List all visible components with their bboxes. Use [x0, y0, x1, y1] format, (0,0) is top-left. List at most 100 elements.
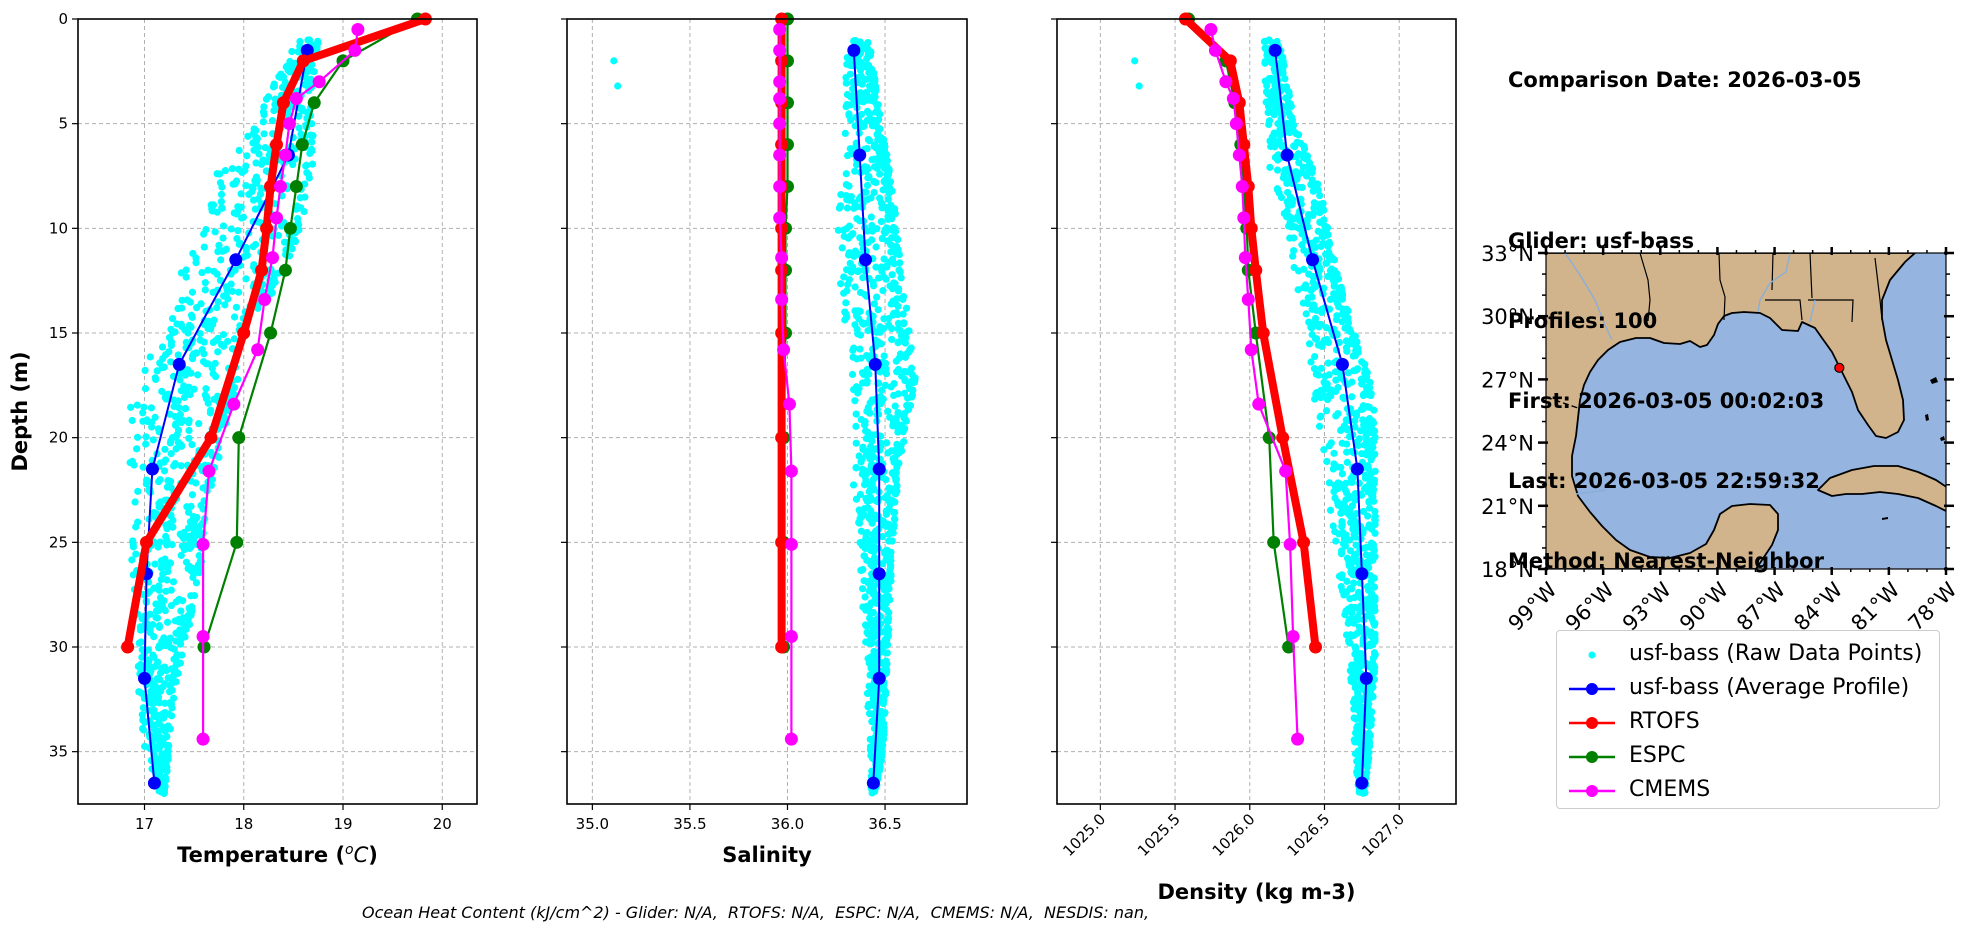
x-tick-label: 17	[135, 815, 154, 833]
raw-data-point	[152, 600, 160, 608]
raw-data-point	[1267, 142, 1275, 151]
raw-data-point	[248, 183, 256, 191]
raw-data-point	[1359, 507, 1368, 516]
y-tick-label: 30	[49, 638, 68, 656]
raw-data-point	[883, 439, 891, 447]
cmems-profile-point	[777, 343, 791, 357]
raw-data-point	[138, 711, 146, 719]
raw-data-point	[1370, 595, 1378, 603]
raw-data-point	[1348, 569, 1356, 578]
raw-data-point	[1307, 358, 1315, 366]
raw-data-point	[269, 83, 278, 91]
temperature-profiles	[121, 12, 432, 790]
raw-data-point	[184, 329, 192, 337]
raw-data-point	[886, 413, 894, 421]
rtofs-profile-point	[775, 221, 789, 235]
rtofs-profile-point	[775, 138, 789, 152]
raw-data-point	[862, 638, 870, 646]
raw-data-point	[896, 268, 904, 276]
raw-data-point	[1325, 442, 1333, 450]
raw-data-point	[133, 433, 142, 441]
raw-data-point	[166, 699, 174, 707]
raw-data-point	[1363, 763, 1371, 771]
raw-data-point	[876, 368, 884, 376]
raw-data-point	[1338, 517, 1346, 526]
raw-data-point	[162, 559, 170, 567]
raw-data-point	[1334, 410, 1342, 418]
raw-data-point	[138, 625, 147, 633]
cmems-profile-point	[282, 117, 296, 131]
raw-data-point	[1322, 407, 1331, 415]
raw-data-point	[201, 391, 209, 399]
raw-data-point	[185, 434, 193, 442]
raw-data-point	[882, 359, 890, 368]
raw-data-point	[213, 270, 221, 278]
raw-data-point	[204, 399, 212, 407]
salinity-profiles	[773, 12, 886, 790]
raw-data-point	[1317, 364, 1325, 372]
raw-data-point	[882, 475, 890, 484]
raw-data-point	[173, 430, 181, 439]
raw-data-point	[1290, 263, 1298, 272]
raw-data-point	[1338, 470, 1346, 478]
raw-data-point	[197, 501, 205, 510]
raw-data-point	[212, 372, 220, 381]
location-map: 99°W 96°W 93°W 90°W 87°W 84°W 81°W 78°W18°N21°N…	[1481, 242, 1962, 636]
raw-data-point	[171, 328, 179, 336]
raw-data-point	[866, 399, 874, 407]
raw-data-point	[884, 584, 892, 593]
raw-data-point	[159, 709, 167, 718]
legend-item-glider: usf-bass (Average Profile)	[1557, 672, 1939, 706]
raw-data-point	[881, 143, 889, 151]
raw-data-point	[306, 131, 315, 139]
rtofs-profile-point	[775, 640, 789, 654]
raw-data-point	[873, 225, 881, 233]
raw-data-point	[1354, 699, 1362, 707]
raw-data-point	[1286, 100, 1294, 108]
raw-data-point	[1367, 577, 1375, 586]
raw-data-point	[856, 307, 864, 315]
raw-data-point	[1371, 433, 1379, 442]
y-tick-label: 5	[58, 115, 68, 133]
raw-data-point	[860, 511, 868, 519]
raw-data-point	[147, 707, 155, 715]
raw-data-point	[171, 421, 180, 429]
raw-data-point	[242, 181, 250, 190]
raw-data-point	[901, 353, 909, 361]
raw-data-point	[887, 248, 895, 256]
raw-data-point	[156, 593, 165, 602]
legend: usf-bass (Raw Data Points) usf-bass (Ave…	[1556, 630, 1940, 809]
raw-data-point	[862, 476, 870, 485]
raw-data-point	[180, 528, 188, 537]
raw-data-point	[128, 556, 136, 564]
raw-data-point	[177, 269, 185, 277]
raw-data-point	[1293, 138, 1301, 146]
raw-data-point	[162, 532, 170, 541]
raw-data-point	[166, 410, 174, 418]
raw-data-point	[189, 513, 198, 521]
raw-data-point	[1299, 299, 1307, 307]
raw-data-point	[885, 530, 893, 538]
raw-data-point	[153, 734, 161, 742]
raw-data-point	[1345, 562, 1353, 570]
raw-data-point	[849, 481, 858, 489]
raw-data-point	[892, 234, 900, 242]
raw-data-point	[877, 612, 885, 621]
raw-data-point	[187, 369, 195, 377]
raw-data-point	[1367, 714, 1375, 722]
raw-data-point	[169, 664, 178, 673]
raw-data-point	[1361, 471, 1369, 479]
raw-data-point	[1351, 738, 1359, 746]
raw-data-point	[1310, 199, 1318, 207]
raw-data-point	[1363, 769, 1371, 777]
raw-data-point	[1346, 547, 1355, 555]
raw-data-point	[190, 522, 199, 530]
raw-data-point	[902, 304, 911, 312]
raw-data-point	[1311, 283, 1320, 291]
raw-data-point	[252, 173, 261, 181]
raw-data-point	[1324, 272, 1332, 281]
cmems-profile-point	[351, 22, 365, 36]
cmems-profile-point	[348, 43, 362, 57]
raw-data-point	[305, 174, 313, 182]
raw-data-point	[195, 551, 203, 560]
